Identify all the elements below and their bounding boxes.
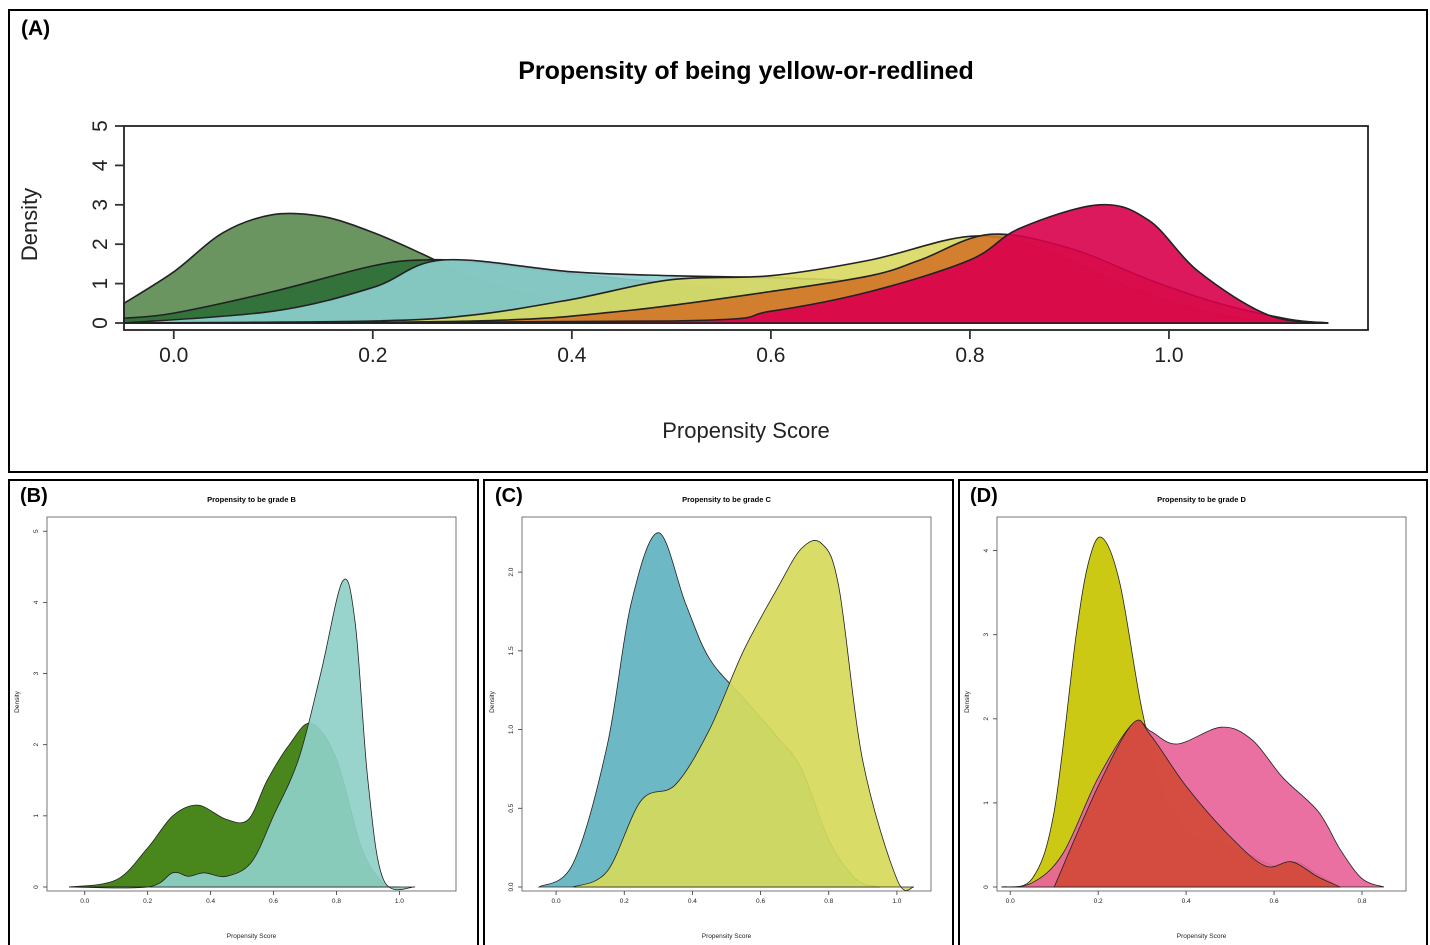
y-tick-label: 2.0 xyxy=(508,567,515,576)
y-tick-label: 0 xyxy=(89,317,112,329)
x-axis-label: Propensity Score xyxy=(702,933,752,940)
x-tick-label: 0.8 xyxy=(332,898,341,905)
panel-a: (A) Propensity of being yellow-or-redlin… xyxy=(8,9,1428,473)
y-tick-label: 0 xyxy=(983,885,990,889)
panel-label: (B) xyxy=(20,485,48,507)
panel-c: (C) Propensity to be grade C 0.0 0.2 0.4 0.6… xyxy=(483,479,954,945)
plot-frame xyxy=(123,125,1369,331)
chart-c: Propensity to be grade C 0.0 0.2 0.4 0.6 0.8 1… xyxy=(489,495,932,940)
x-tick-label: 0.6 xyxy=(1270,898,1279,905)
x-tick-label: 0.2 xyxy=(358,344,387,367)
x-tick-label: 0.6 xyxy=(756,898,765,905)
x-tick-label: 0.8 xyxy=(1357,898,1366,905)
chart-title: Propensity to be grade B xyxy=(207,495,296,504)
plot-frame xyxy=(521,516,932,892)
x-tick-label: 0.0 xyxy=(80,898,89,905)
x-tick-label: 0.2 xyxy=(1094,898,1103,905)
x-axis-label: Propensity Score xyxy=(1177,933,1227,940)
density-area-2 xyxy=(572,540,915,891)
x-tick-label: 0.8 xyxy=(824,898,833,905)
panel-d: (D) Propensity to be grade D 0.0 0.2 0.4 0.6… xyxy=(958,479,1428,945)
panel-label: (D) xyxy=(970,485,998,507)
x-tick-label: 0.0 xyxy=(552,898,561,905)
y-tick-label: 1.0 xyxy=(508,725,515,734)
x-axis-label: Propensity Score xyxy=(662,418,830,443)
y-tick-label: 1 xyxy=(89,278,112,290)
y-tick-label: 4 xyxy=(33,600,40,604)
panel-b: (B) Propensity to be grade B 0.0 0.2 0.4 0.6… xyxy=(8,479,479,945)
y-tick-label: 1 xyxy=(983,801,990,805)
x-tick-label: 1.0 xyxy=(1154,344,1183,367)
x-tick-label: 0.2 xyxy=(143,898,152,905)
chart-title: Propensity to be grade D xyxy=(1157,495,1246,504)
chart-title: Propensity to be grade C xyxy=(682,495,771,504)
x-tick-label: 0.0 xyxy=(1006,898,1015,905)
plot-frame xyxy=(996,516,1407,892)
x-tick-label: 1.0 xyxy=(395,898,404,905)
density-area-6 xyxy=(123,203,1329,324)
y-tick-label: 3 xyxy=(33,671,40,675)
plot-frame xyxy=(46,516,457,892)
y-tick-label: 2 xyxy=(983,717,990,721)
y-tick-label: 3 xyxy=(983,633,990,637)
chart-b: Propensity to be grade B 0.0 0.2 0.4 0.6 0.8 1… xyxy=(14,495,457,940)
y-axis-label: Density xyxy=(964,690,971,712)
density-area-2 xyxy=(68,578,416,891)
y-tick-label: 2 xyxy=(33,743,40,747)
x-axis-label: Propensity Score xyxy=(227,933,277,940)
y-tick-label: 1 xyxy=(33,814,40,818)
y-tick-label: 0.5 xyxy=(508,803,515,812)
y-axis-label: Density xyxy=(489,690,496,712)
density-area-3 xyxy=(1053,719,1341,888)
x-tick-label: 0.0 xyxy=(159,344,188,367)
x-tick-label: 0.4 xyxy=(206,898,215,905)
x-tick-label: 0.6 xyxy=(269,898,278,905)
chart-d: Propensity to be grade D 0.0 0.2 0.4 0.6 0.8 P… xyxy=(964,495,1407,940)
x-tick-label: 1.0 xyxy=(892,898,901,905)
y-axis-label: Density xyxy=(17,188,42,261)
y-tick-label: 0 xyxy=(33,885,40,889)
panel-label: (C) xyxy=(495,485,523,507)
panel-label: (A) xyxy=(21,17,51,40)
x-tick-label: 0.4 xyxy=(1182,898,1191,905)
x-tick-label: 0.6 xyxy=(756,344,785,367)
x-tick-label: 0.4 xyxy=(688,898,697,905)
y-axis-label: Density xyxy=(14,690,21,712)
x-tick-label: 0.2 xyxy=(620,898,629,905)
y-tick-label: 5 xyxy=(89,120,112,132)
x-tick-label: 0.4 xyxy=(557,344,587,367)
y-tick-label: 2 xyxy=(89,238,112,250)
y-tick-label: 0.0 xyxy=(508,882,515,891)
y-tick-label: 5 xyxy=(33,529,40,533)
y-tick-label: 4 xyxy=(983,548,990,552)
y-tick-label: 3 xyxy=(89,199,112,211)
chart-title: Propensity of being yellow-or-redlined xyxy=(518,57,974,85)
y-tick-label: 1.5 xyxy=(508,646,515,655)
y-tick-label: 4 xyxy=(89,159,112,171)
x-tick-label: 0.8 xyxy=(955,344,984,367)
chart-a: Propensity of being yellow-or-redlined 0.… xyxy=(17,57,1369,443)
